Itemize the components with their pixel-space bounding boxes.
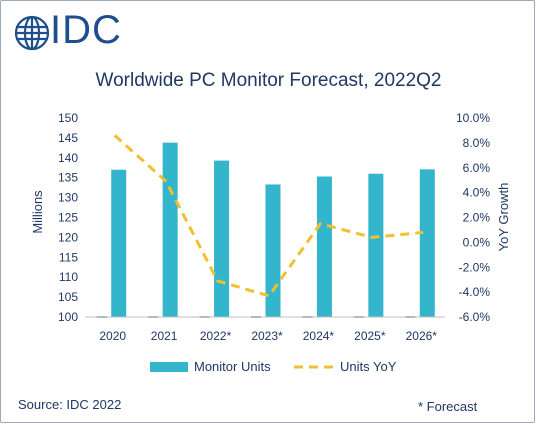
y2-axis-title: YoY Growth bbox=[496, 183, 511, 252]
bar-monitor-units bbox=[419, 169, 435, 317]
y2-tick-label: -2.0% bbox=[459, 260, 491, 274]
x-tick-label: 2024* bbox=[303, 329, 335, 343]
y-tick-label: 115 bbox=[59, 250, 78, 264]
legend: Monitor Units Units YoY bbox=[0, 358, 537, 378]
bar-monitor-units bbox=[265, 184, 281, 317]
legend-item-units-yoy: Units YoY bbox=[294, 358, 396, 374]
y2-tick-label: 10.0% bbox=[456, 111, 490, 125]
globe-icon bbox=[14, 15, 50, 51]
chart-title: Worldwide PC Monitor Forecast, 2022Q2 bbox=[95, 70, 442, 91]
y2-tick-label: 2.0% bbox=[463, 211, 491, 225]
bar-monitor-units bbox=[214, 160, 230, 317]
y2-tick-label: 4.0% bbox=[463, 186, 491, 200]
x-tick-label: 2023* bbox=[251, 329, 283, 343]
y-tick-label: 145 bbox=[58, 131, 78, 145]
source-note: Source: IDC 2022 bbox=[18, 397, 122, 412]
bar-monitor-units bbox=[162, 142, 178, 317]
x-tick-label: 2025* bbox=[354, 329, 386, 343]
y2-tick-label: 8.0% bbox=[463, 136, 491, 150]
legend-swatch-units-yoy bbox=[294, 365, 334, 369]
bar-monitor-units bbox=[111, 169, 127, 317]
y-tick-label: 100 bbox=[58, 310, 78, 324]
legend-item-monitor-units: Monitor Units bbox=[150, 358, 271, 374]
y2-tick-label: -4.0% bbox=[459, 285, 491, 299]
y2-tick-label: 6.0% bbox=[463, 161, 491, 175]
y-tick-label: 130 bbox=[58, 191, 78, 205]
forecast-footnote: * Forecast bbox=[418, 399, 478, 414]
legend-label-monitor-units: Monitor Units bbox=[194, 359, 271, 375]
x-tick-label: 2026* bbox=[406, 329, 438, 343]
bar-monitor-units bbox=[316, 176, 332, 317]
y2-tick-label: -6.0% bbox=[459, 310, 491, 324]
y-tick-label: 125 bbox=[58, 211, 78, 225]
series-line-units-yoy bbox=[113, 134, 424, 298]
legend-label-units-yoy: Units YoY bbox=[340, 359, 397, 375]
y-tick-label: 150 bbox=[58, 111, 78, 125]
y2-tick-label: 0.0% bbox=[463, 235, 491, 249]
x-tick-label: 2022* bbox=[200, 329, 232, 343]
legend-swatch-monitor-units bbox=[150, 361, 188, 372]
x-tick-label: 2020 bbox=[99, 329, 126, 343]
bar-monitor-units bbox=[368, 173, 384, 317]
y-tick-label: 120 bbox=[58, 230, 78, 244]
y-axis-title: Millions bbox=[30, 190, 45, 234]
logo-text: IDC bbox=[50, 8, 122, 52]
x-tick-label: 2021 bbox=[151, 329, 178, 343]
y-tick-label: 140 bbox=[58, 151, 78, 165]
y-tick-label: 105 bbox=[58, 290, 78, 304]
y-tick-label: 135 bbox=[58, 171, 78, 185]
y-tick-label: 110 bbox=[59, 270, 78, 284]
idc-logo bbox=[14, 15, 50, 51]
